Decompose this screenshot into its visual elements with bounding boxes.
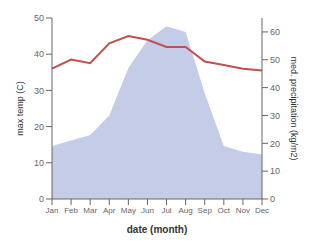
svg-text:Aug: Aug bbox=[179, 206, 193, 215]
svg-text:Feb: Feb bbox=[64, 206, 78, 215]
svg-text:10: 10 bbox=[270, 166, 280, 176]
svg-text:50: 50 bbox=[34, 13, 44, 23]
svg-text:20: 20 bbox=[34, 122, 44, 132]
svg-text:Jan: Jan bbox=[46, 206, 59, 215]
svg-text:Apr: Apr bbox=[103, 206, 116, 215]
svg-text:30: 30 bbox=[34, 86, 44, 96]
svg-text:40: 40 bbox=[34, 49, 44, 59]
svg-text:Mar: Mar bbox=[83, 206, 97, 215]
svg-text:0: 0 bbox=[270, 194, 275, 204]
svg-text:40: 40 bbox=[270, 83, 280, 93]
svg-text:Sep: Sep bbox=[198, 206, 213, 215]
svg-text:50: 50 bbox=[270, 55, 280, 65]
svg-text:Jun: Jun bbox=[141, 206, 154, 215]
svg-text:date (month): date (month) bbox=[127, 224, 188, 235]
svg-text:20: 20 bbox=[270, 139, 280, 149]
svg-text:60: 60 bbox=[270, 27, 280, 37]
svg-text:Dec: Dec bbox=[255, 206, 269, 215]
svg-text:med. precipitation (kg/m2): med. precipitation (kg/m2) bbox=[289, 56, 299, 160]
svg-text:May: May bbox=[121, 206, 136, 215]
svg-text:10: 10 bbox=[34, 158, 44, 168]
svg-text:max temp (C): max temp (C) bbox=[15, 81, 25, 136]
svg-text:Nov: Nov bbox=[236, 206, 250, 215]
svg-text:Oct: Oct bbox=[218, 206, 231, 215]
svg-text:30: 30 bbox=[270, 111, 280, 121]
svg-text:0: 0 bbox=[39, 194, 44, 204]
svg-text:Jul: Jul bbox=[161, 206, 171, 215]
